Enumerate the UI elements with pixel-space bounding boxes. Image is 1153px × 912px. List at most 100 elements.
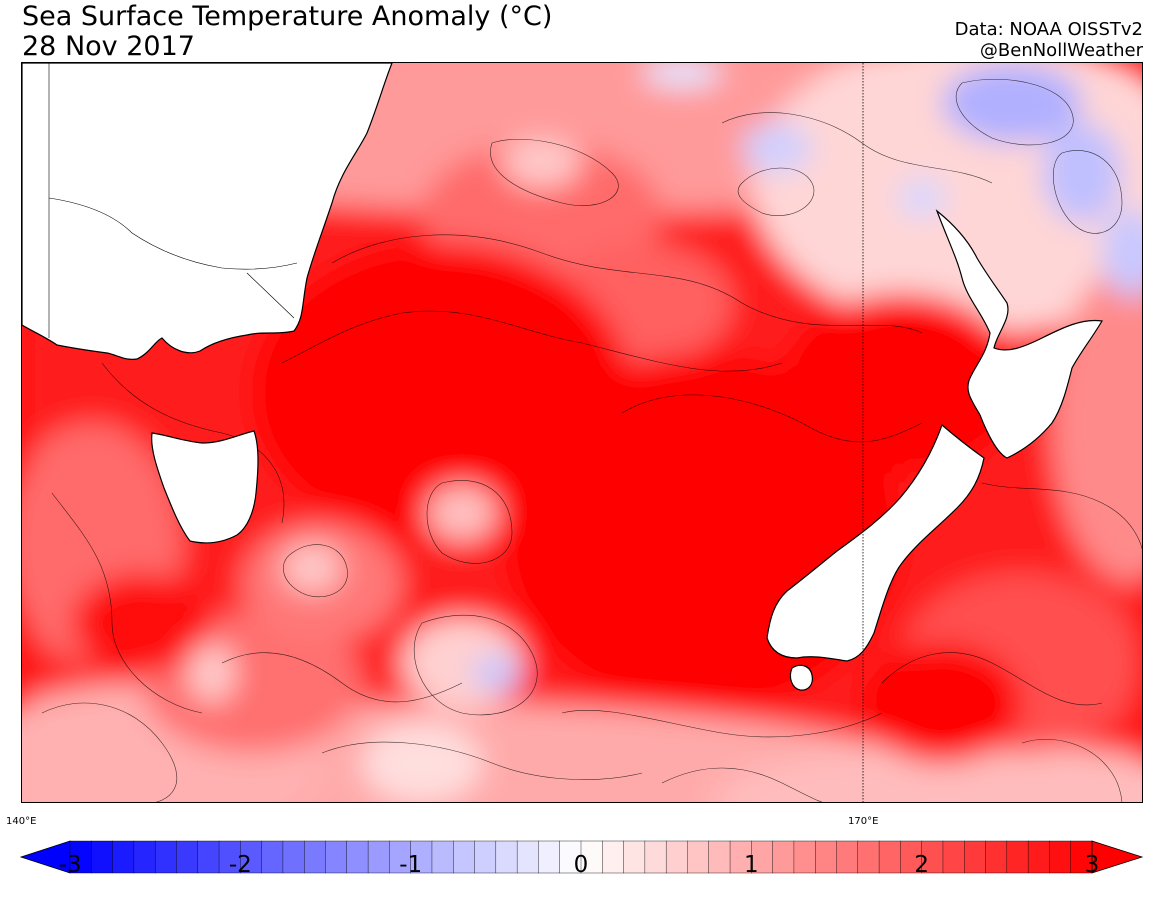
state-border-line [246,272,295,319]
cool-spot-south [472,655,522,691]
cool-spot-northeast-4 [897,178,947,218]
colorbar-segment [1049,840,1072,874]
colorbar [19,838,1144,880]
colorbar-segment [495,840,518,874]
colorbar-segment [516,840,539,874]
contour-line [221,652,463,703]
colorbar-segment [708,840,731,874]
landmasses [22,63,1103,691]
colorbar-segment [154,840,177,874]
colorbar-segment [772,840,795,874]
cool-spot-northeast-3 [742,123,812,173]
colorbar-segment [793,840,816,874]
colorbar-segment [644,840,667,874]
pale-spot-6 [502,138,582,188]
colorbar-svg [19,840,1144,874]
data-source: Data: NOAA OISSTv2 [954,19,1143,40]
contour-line [621,394,923,443]
state-borders [48,63,298,338]
longitude-label-170e: 170°E [848,816,879,827]
contour-line [331,234,923,334]
cool-spot-northeast-2 [1042,123,1122,223]
colorbar-tick-label: 2 [914,852,929,878]
colorbar-segment [133,840,156,874]
weak-warm-southeast [712,743,1142,802]
contour-line [661,767,823,802]
colorbar-segment [857,840,880,874]
contour-line [737,167,815,216]
colorbar-tick-label: -1 [399,852,423,878]
colorbar-segment [1027,840,1050,874]
colorbar-tick-label: 3 [1084,852,1100,878]
contour-line [426,480,513,564]
strong-warm-east [782,293,1022,473]
contour-line [490,138,619,206]
colorbar-segment [665,840,688,874]
colorbar-segment [538,840,561,874]
australia-land [22,63,393,360]
colorbar-segment [964,840,987,874]
strong-warm-west [72,573,212,673]
pale-spot-2 [282,543,342,593]
colorbar-segment [453,840,476,874]
colorbar-segment [261,840,284,874]
nz-north-island-land [935,209,1103,459]
contour-line [881,652,1103,706]
tasmania-land [151,430,259,544]
pale-spot-4 [427,485,497,541]
colorbar-tick-label: -2 [228,852,252,878]
colorbar-segment [474,840,497,874]
contour-line [955,78,1074,146]
colorbar-segment [282,840,305,874]
colorbar-segment [176,840,199,874]
contour-lines [41,78,1142,802]
colorbar-segment [367,840,390,874]
colorbar-segment [91,840,114,874]
cool-spot-north [642,63,722,88]
colorbar-segment [878,840,901,874]
contour-line [981,482,1142,550]
contour-line [413,614,538,716]
colorbar-tick-label: -3 [58,852,82,878]
colorbar-segment [325,840,348,874]
colorbar-segment [602,840,625,874]
contour-line [561,710,883,738]
map-title: Sea Surface Temperature Anomaly (°C) 28 … [22,2,552,62]
colorbar-segment [623,840,646,874]
colorbar-extend-high [1091,840,1144,874]
sst-anomaly-map[interactable] [21,62,1143,803]
pale-spot-3 [187,643,237,703]
contour-line [281,310,783,372]
contour-line [41,702,178,802]
colorbar-segment [197,840,220,874]
colorbar-segment [985,840,1008,874]
colorbar-segment [346,840,369,874]
colorbar-segment [431,840,454,874]
contour-line [1052,150,1123,234]
contour-line [321,741,643,780]
colorbar-segment [1006,840,1029,874]
pale-spot-5 [362,723,482,802]
colorbar-segment [687,840,710,874]
colorbar-segment [304,840,327,874]
cool-spot-northeast-1 [942,63,1082,143]
title-date: 28 Nov 2017 [22,31,195,62]
author-handle: @BenNollWeather [979,40,1143,61]
contour-line [1021,738,1123,802]
map-canvas [22,63,1142,802]
colorbar-segment [112,840,135,874]
longitude-label-140e: 140°E [6,816,37,827]
strong-warm-southeast [862,643,1022,763]
contour-line [721,112,993,184]
colorbar-segment [815,840,837,874]
credits: Data: NOAA OISSTv2 @BenNollWeather [955,19,1143,61]
nz-south-island-land [766,423,985,662]
contour-line [101,362,285,524]
contour-line [283,544,348,598]
colorbar-tick-label: 0 [573,852,589,878]
colorbar-segment [836,840,859,874]
stewart-island-land [789,664,813,691]
state-border-line [48,197,298,270]
contour-line [51,492,203,714]
cool-spot-far-east [1102,208,1142,298]
